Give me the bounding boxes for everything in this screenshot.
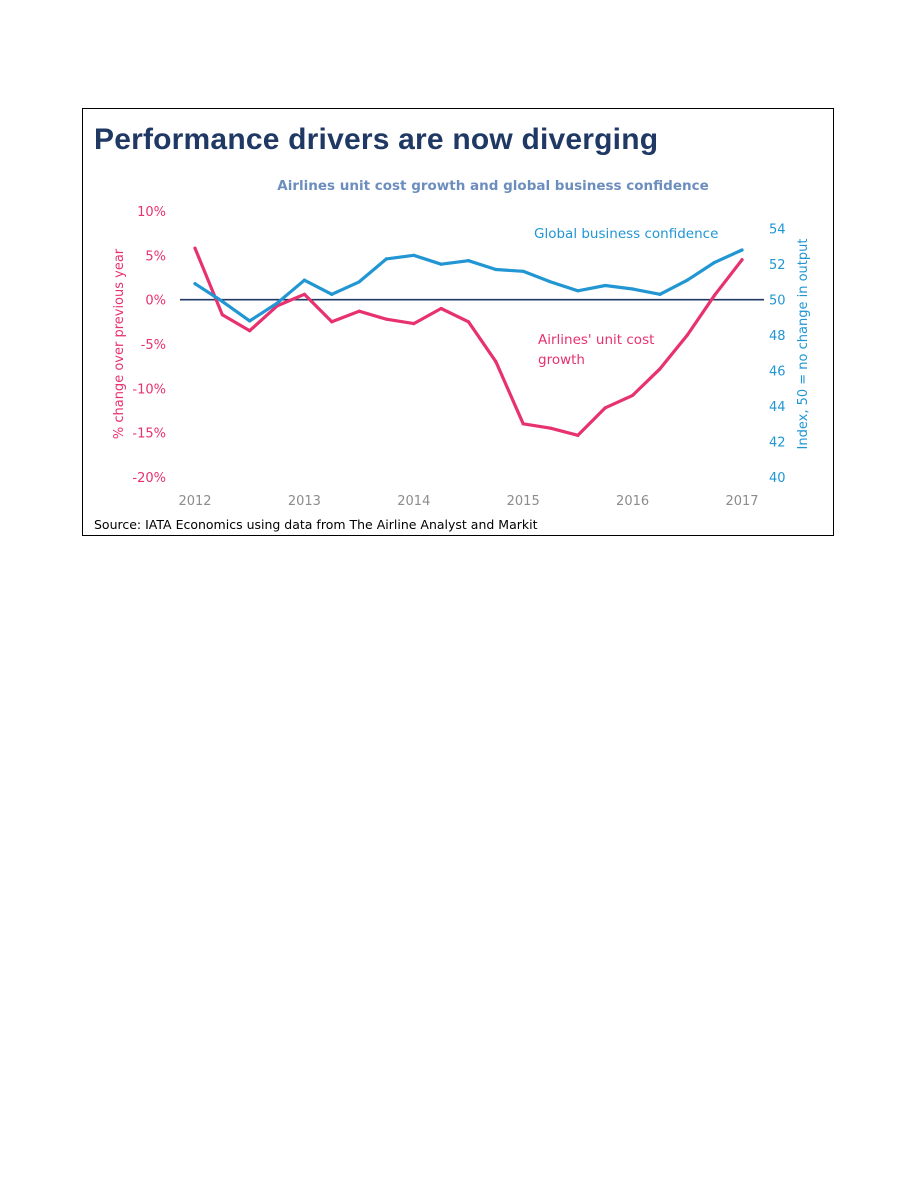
confidence-point <box>220 299 224 304</box>
unit-cost-point <box>685 333 689 337</box>
confidence-point <box>330 292 334 296</box>
confidence-point <box>439 262 443 266</box>
right-axis-ticks: 54 52 50 48 46 44 42 40 <box>769 223 786 486</box>
unit-cost-label: growth <box>538 352 585 368</box>
unit-cost-point <box>713 293 717 297</box>
left-axis-label: % change over previous year <box>112 248 127 439</box>
unit-cost-point <box>576 433 580 437</box>
confidence-label: Global business confidence <box>534 226 718 242</box>
unit-cost-point <box>658 367 662 371</box>
x-tick-label: 2015 <box>507 494 540 509</box>
confidence-point <box>685 278 689 282</box>
x-tick-label: 2012 <box>178 494 211 509</box>
right-tick-label: 40 <box>769 471 786 486</box>
left-tick-label: 10% <box>137 205 166 220</box>
unit-cost-point <box>248 329 252 333</box>
left-tick-label: -20% <box>132 471 166 486</box>
confidence-point <box>384 257 389 261</box>
x-tick-label: 2013 <box>288 494 321 509</box>
right-axis-label: Index, 50 = no change in output <box>796 239 811 450</box>
confidence-point <box>494 267 498 272</box>
figure-frame: Performance drivers are now diverging Ai… <box>82 108 834 536</box>
left-axis-ticks: 10% 5% 0% -5% -10% -15% -20% <box>132 205 166 486</box>
confidence-point <box>248 319 252 323</box>
unit-cost-point <box>302 292 306 296</box>
unit-cost-point <box>548 426 553 430</box>
chart: Airlines unit cost growth and global bus… <box>112 178 811 509</box>
unit-cost-point <box>193 246 197 250</box>
confidence-point <box>631 287 635 291</box>
unit-cost-point <box>220 313 224 317</box>
left-tick-label: -10% <box>132 382 166 397</box>
headline: Performance drivers are now diverging <box>94 123 659 156</box>
confidence-point <box>713 260 717 265</box>
confidence-point <box>302 278 306 282</box>
left-tick-label: 0% <box>145 294 166 309</box>
right-tick-label: 52 <box>769 258 786 273</box>
confidence-point <box>576 289 580 293</box>
right-tick-label: 46 <box>769 365 786 380</box>
left-tick-label: -5% <box>141 338 166 353</box>
unit-cost-point <box>357 309 361 313</box>
unit-cost-point <box>384 317 389 321</box>
confidence-point <box>466 259 471 263</box>
confidence-point <box>193 282 197 286</box>
chart-title: Airlines unit cost growth and global bus… <box>277 178 709 194</box>
x-tick-label: 2016 <box>616 494 649 509</box>
left-tick-label: 5% <box>145 249 166 264</box>
unit-cost-point <box>330 320 334 324</box>
right-tick-label: 50 <box>769 294 786 309</box>
unit-cost-point <box>631 393 635 398</box>
source-note: Source: IATA Economics using data from T… <box>94 517 538 532</box>
confidence-point <box>521 269 525 273</box>
right-tick-label: 48 <box>769 329 786 344</box>
unit-cost-point <box>740 258 744 262</box>
right-tick-label: 44 <box>769 400 786 415</box>
confidence-point <box>603 283 607 288</box>
confidence-point <box>412 253 416 257</box>
unit-cost-point <box>439 306 443 311</box>
unit-cost-point <box>494 360 498 364</box>
right-tick-label: 54 <box>769 223 786 238</box>
x-tick-label: 2017 <box>725 494 758 509</box>
confidence-point <box>275 301 279 305</box>
unit-cost-label: Airlines' unit cost <box>538 332 654 348</box>
unit-cost-point <box>521 422 525 426</box>
confidence-point <box>357 280 361 284</box>
unit-cost-point <box>603 406 607 410</box>
x-tick-label: 2014 <box>397 494 430 509</box>
unit-cost-point <box>466 320 471 324</box>
confidence-point <box>658 292 662 296</box>
left-tick-label: -15% <box>132 427 166 442</box>
unit-cost-point <box>412 322 416 326</box>
series-layer: Airlines' unit cost growth Global business… <box>193 226 744 437</box>
confidence-point <box>740 248 744 252</box>
right-tick-label: 42 <box>769 436 786 451</box>
confidence-point <box>548 280 553 284</box>
x-axis-ticks: 2012 2013 2014 2015 2016 2017 <box>178 494 758 509</box>
unit-cost-line <box>193 246 744 437</box>
